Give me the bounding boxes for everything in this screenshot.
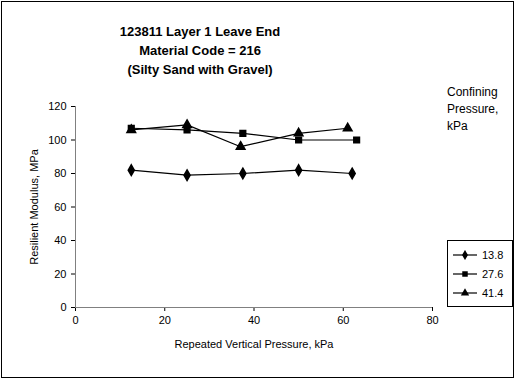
svg-text:80: 80	[54, 167, 66, 179]
svg-text:20: 20	[159, 314, 171, 326]
svg-text:120: 120	[48, 100, 66, 112]
html-text:13.8: 13.8	[482, 248, 504, 261]
svg-text:60: 60	[54, 201, 66, 213]
html-text:Confining Pressure, kPa: Confining Pressure, kPa	[447, 85, 499, 133]
svg-text:0: 0	[72, 314, 78, 326]
svg-text:40: 40	[248, 314, 260, 326]
svg-text:Resilient Modulus, MPa: Resilient Modulus, MPa	[28, 148, 40, 264]
html-text:123811 Layer 1 Leave End: 123811 Layer 1 Leave End	[119, 24, 281, 39]
html-text:27.6: 27.6	[482, 267, 504, 280]
svg-text:60: 60	[337, 314, 349, 326]
svg-text:Repeated Vertical Pressure, kP: Repeated Vertical Pressure, kPa	[175, 338, 335, 350]
html-text:(Silty Sand with Gravel): (Silty Sand with Gravel)	[127, 62, 273, 77]
html-text:Material Code = 216: Material Code = 216	[139, 43, 261, 58]
html-text:41.4: 41.4	[482, 286, 504, 299]
svg-text:100: 100	[48, 134, 66, 146]
svg-text:80: 80	[426, 314, 438, 326]
svg-text:40: 40	[54, 234, 66, 246]
svg-text:0: 0	[60, 301, 66, 313]
svg-text:20: 20	[54, 268, 66, 280]
